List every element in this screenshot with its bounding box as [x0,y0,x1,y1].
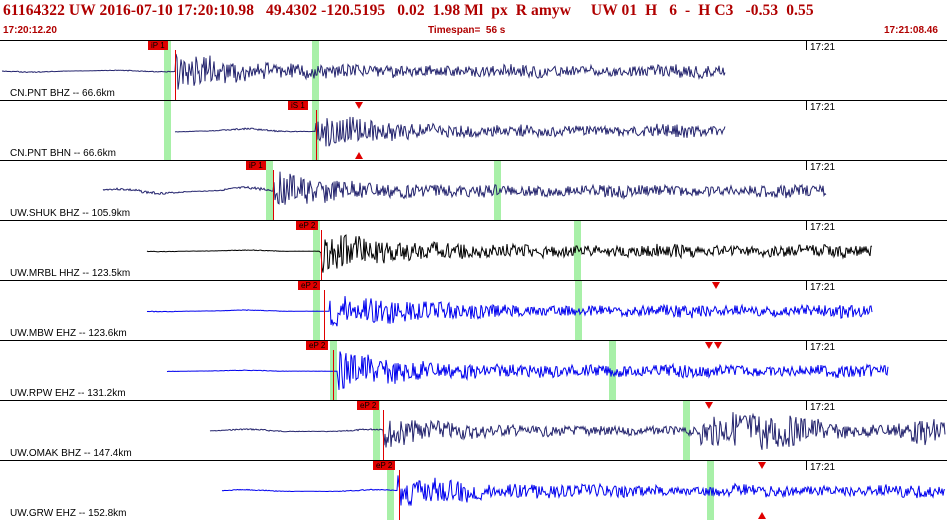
time-tick [806,41,807,50]
timespan: Timespan= 56 s [428,25,506,36]
green-marker [707,461,714,520]
marker-arrow-down [355,102,363,109]
green-marker [313,281,320,340]
marker-arrow-down [712,282,720,289]
waveform-trace [174,116,726,147]
waveform-panel[interactable]: iP 1 17:21 CN.PNT BHZ -- 66.6km [0,40,947,100]
pick-line [383,410,384,460]
green-marker [164,101,171,160]
time-tick [806,161,807,170]
panel-time: 17:21 [810,402,836,413]
waveform-trace [166,351,889,390]
panel-time: 17:21 [810,222,836,233]
waveform-trace [1,53,726,90]
pick-flag[interactable]: eP 2 [306,341,329,350]
pick-flag[interactable]: eP 2 [357,401,380,410]
green-marker [373,401,380,460]
pick-line [273,170,274,220]
waveform-panel[interactable]: eP 2 17:21 UW.MRBL HHZ -- 123.5km [0,220,947,280]
end-time: 17:21:08.46 [884,25,938,36]
waveform-trace [146,296,873,327]
waveform-trace [102,171,827,205]
pick-line [333,350,334,400]
pick-flag[interactable]: eP 2 [296,221,319,230]
pick-line [399,470,400,520]
time-tick [806,221,807,230]
time-tick [806,101,807,110]
green-marker [683,401,690,460]
station-label: UW.MRBL HHZ -- 123.5km [10,268,131,279]
waveform-panel[interactable]: eP 2 17:21 UW.MBW EHZ -- 123.6km [0,280,947,340]
station-label: UW.MBW EHZ -- 123.6km [10,328,127,339]
panel-time: 17:21 [810,102,836,113]
start-time: 17:20:12.20 [3,25,57,36]
station-label: UW.OMAK BHZ -- 147.4km [10,448,132,459]
pick-flag[interactable]: eP 2 [298,281,321,290]
marker-arrow-down [705,342,713,349]
panel-time: 17:21 [810,162,836,173]
waveform-panel[interactable]: iP 1 17:21 UW.SHUK BHZ -- 105.9km [0,160,947,220]
station-label: CN.PNT BHZ -- 66.6km [10,88,115,99]
station-label: UW.SHUK BHZ -- 105.9km [10,208,131,219]
panel-time: 17:21 [810,462,836,473]
time-tick [806,281,807,290]
waveform-trace [146,234,873,273]
panel-time: 17:21 [810,42,836,53]
event-header: 61164322 UW 2016-07-10 17:20:10.98 49.43… [0,0,947,40]
waveform-panel[interactable]: eP 2 17:21 UW.OMAK BHZ -- 147.4km [0,400,947,460]
pick-line [316,110,317,160]
green-marker [494,161,501,220]
time-tick [806,341,807,350]
time-tick [806,461,807,470]
panel-time: 17:21 [810,282,836,293]
event-summary: 61164322 UW 2016-07-10 17:20:10.98 49.43… [3,2,814,19]
marker-arrow-down [758,462,766,469]
waveform-trace [209,412,946,450]
marker-arrow-down [705,402,713,409]
waveform-panel[interactable]: eP 2 17:21 UW.RPW EHZ -- 131.2km [0,340,947,400]
panel-time: 17:21 [810,342,836,353]
waveform-panel[interactable]: iS 1 17:21 CN.PNT BHN -- 66.6km [0,100,947,160]
pick-flag[interactable]: eP 2 [373,461,396,470]
station-label: UW.RPW EHZ -- 131.2km [10,388,126,399]
green-marker [313,221,320,280]
marker-arrow-up [758,512,766,519]
green-marker [164,41,171,100]
pick-flag[interactable]: iP 1 [148,41,168,50]
time-tick [806,401,807,410]
station-label: CN.PNT BHN -- 66.6km [10,148,116,159]
waveform-panel[interactable]: eP 2 17:21 UW.GRW EHZ -- 152.8km [0,460,947,520]
marker-arrow-up [355,152,363,159]
pick-line [321,230,322,280]
pick-line [175,50,176,100]
pick-flag[interactable]: iP 1 [246,161,266,170]
station-label: UW.GRW EHZ -- 152.8km [10,508,127,519]
pick-line [324,290,325,340]
waveform-panels: iP 1 17:21 CN.PNT BHZ -- 66.6km iS 1 17:… [0,40,947,520]
green-marker [574,221,581,280]
waveform-trace [221,475,946,507]
pick-flag[interactable]: iS 1 [288,101,308,110]
marker-arrow-down [714,342,722,349]
